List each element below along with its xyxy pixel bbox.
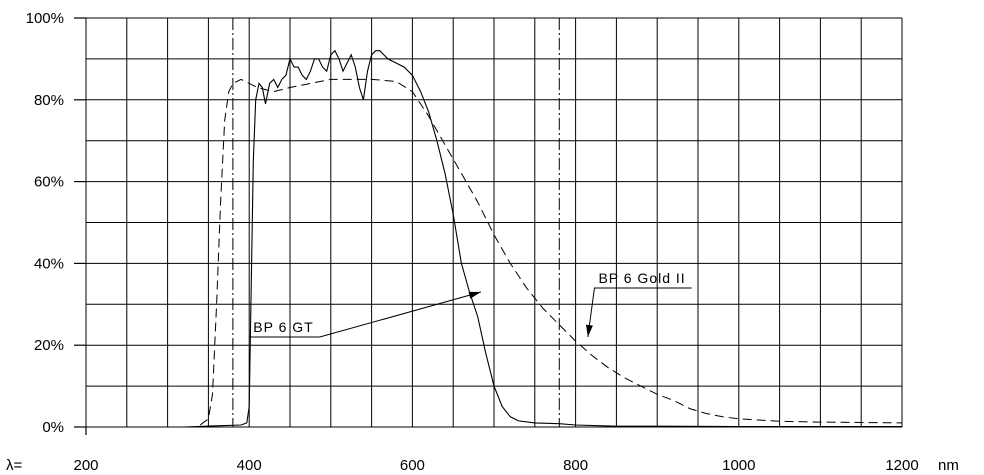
annotation-arrowhead-0 (468, 291, 481, 299)
annotations: BP 6 GT BP 6 Gold II (249, 270, 692, 338)
x-tick-labels: λ= nm 200 400 600 800 1000 1200 (6, 427, 959, 474)
x-tick-label-1: 400 (237, 457, 262, 474)
series-line-1 (199, 78, 903, 426)
y-tick-label-3: 60% (34, 174, 64, 191)
annotation-leader-1 (587, 287, 692, 338)
x-axis-unit: nm (938, 457, 959, 474)
grid (85, 17, 903, 428)
annotation-arrowhead-1 (585, 324, 593, 338)
series-group (183, 49, 903, 428)
x-tick-label-3: 800 (563, 457, 588, 474)
annotation-label-1: BP 6 Gold II (598, 270, 685, 286)
x-tick-label-2: 600 (400, 457, 425, 474)
x-tick-label-0: 200 (73, 457, 98, 474)
y-tick-label-1: 20% (34, 337, 64, 354)
annotation-leader-0 (249, 291, 482, 338)
reference-lines (232, 18, 560, 427)
y-tick-labels: 0% 20% 40% 60% 80% 100% (26, 10, 86, 436)
y-tick-label-0: 0% (42, 419, 64, 436)
x-tick-label-4: 1000 (722, 457, 755, 474)
y-tick-label-2: 40% (34, 255, 64, 272)
x-tick-label-5: 1200 (885, 457, 918, 474)
x-axis-prefix: λ= (6, 457, 23, 474)
annotation-label-0: BP 6 GT (253, 319, 313, 335)
y-tick-label-4: 80% (34, 92, 64, 109)
series-line-0 (183, 49, 902, 428)
y-tick-label-5: 100% (26, 10, 64, 27)
